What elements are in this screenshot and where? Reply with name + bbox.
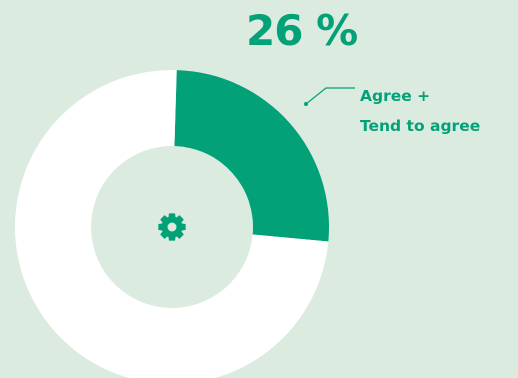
donut-slices	[15, 70, 330, 378]
donut-slice-rest	[15, 70, 329, 378]
gear-icon	[158, 213, 186, 241]
label-leader-dot	[304, 102, 308, 106]
label-leader-line	[305, 87, 355, 105]
headline-percent: 26 %	[246, 6, 358, 55]
slice-label: Agree + Tend to agree	[360, 81, 480, 141]
slice-label-line-1: Agree +	[360, 87, 431, 105]
donut-slice-agree	[174, 70, 330, 242]
slice-label-line-2: Tend to agree	[360, 117, 481, 135]
gear-icon-hole	[167, 222, 177, 232]
